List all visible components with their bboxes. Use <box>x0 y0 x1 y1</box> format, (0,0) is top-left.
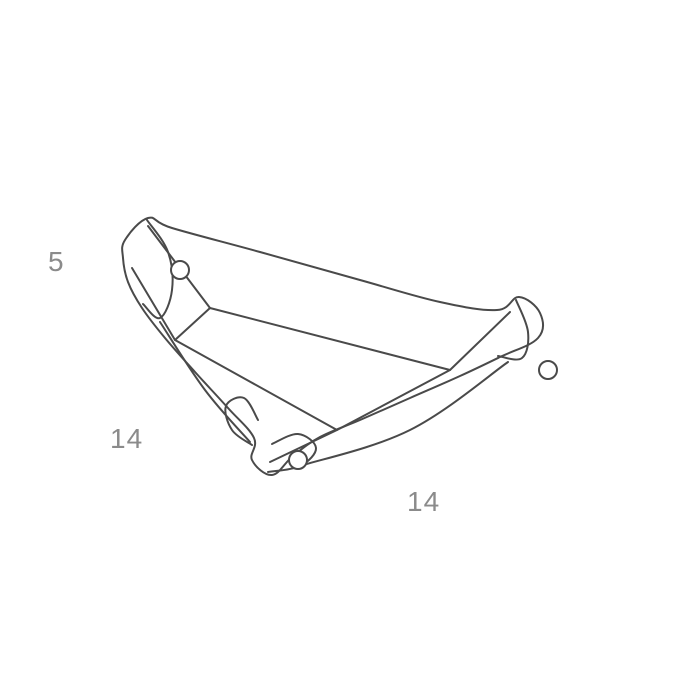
dimension-width-label: 14 <box>407 488 440 516</box>
diagram-stage: 5 14 14 <box>0 0 700 700</box>
tray-line-drawing <box>0 0 700 700</box>
dimension-depth-label: 14 <box>110 425 143 453</box>
dimension-height-label: 5 <box>48 248 65 276</box>
